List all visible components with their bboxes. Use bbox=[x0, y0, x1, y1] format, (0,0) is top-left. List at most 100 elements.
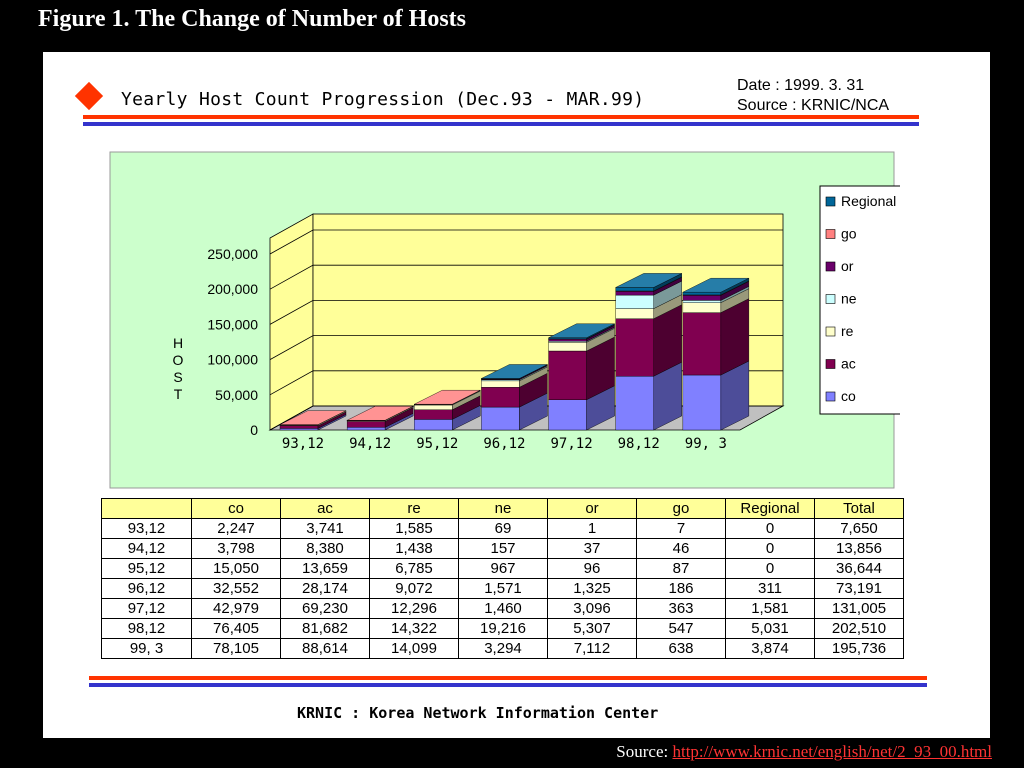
diamond-bullet-icon bbox=[74, 81, 104, 111]
table-header-cell: or bbox=[547, 498, 637, 519]
bar-segment-ac bbox=[279, 425, 319, 429]
meta-date: Date : 1999. 3. 31 bbox=[737, 77, 865, 94]
table-cell: 1,581 bbox=[725, 598, 815, 619]
bottom-rule-red bbox=[89, 676, 927, 680]
table-cell: 3,798 bbox=[191, 538, 281, 559]
bar-segment-ac bbox=[481, 387, 520, 408]
bar-top bbox=[279, 410, 347, 425]
host-count-table: co ac re ne or go Regional Total 93,12 2,247 3,741… bbox=[101, 498, 904, 659]
bar-segment-or bbox=[682, 295, 722, 301]
table-cell: 6,785 bbox=[369, 558, 459, 579]
table-cell: 14,322 bbox=[369, 618, 459, 639]
table-cell: 73,191 bbox=[814, 578, 904, 599]
table-cell: 7,112 bbox=[547, 638, 637, 659]
footer-text: KRNIC : Korea Network Information Center bbox=[297, 704, 659, 722]
x-tick-label: 94,12 bbox=[349, 436, 391, 452]
bar-segment-co bbox=[481, 406, 520, 431]
legend-label: re bbox=[841, 323, 854, 339]
x-tick-label: 96,12 bbox=[483, 436, 525, 452]
table-row-label: 96,12 bbox=[101, 578, 192, 599]
table-cell: 14,099 bbox=[369, 638, 459, 659]
table-cell: 131,005 bbox=[814, 598, 904, 619]
table-cell: 3,874 bbox=[725, 638, 815, 659]
table-cell: 36,644 bbox=[814, 558, 904, 579]
legend-label: co bbox=[841, 388, 856, 404]
table-cell: 37 bbox=[547, 538, 637, 559]
table-cell: 0 bbox=[725, 538, 815, 559]
legend-label: or bbox=[841, 258, 854, 274]
bar-segment-Regional bbox=[615, 287, 654, 292]
bar-segment-ac bbox=[414, 409, 453, 420]
table-row-label: 99, 3 bbox=[101, 638, 192, 659]
y-tick-label: 0 bbox=[250, 422, 258, 438]
table-cell: 19,216 bbox=[458, 618, 548, 639]
table-cell: 5,307 bbox=[547, 618, 637, 639]
bar-top bbox=[548, 323, 615, 338]
table-cell: 76,405 bbox=[191, 618, 281, 639]
table-row: 94,12 3,798 8,380 1,438 157 37 46 0 13,856 bbox=[101, 538, 904, 559]
table-cell: 638 bbox=[636, 638, 726, 659]
table-cell: 3,096 bbox=[547, 598, 637, 619]
bar-segment-co bbox=[682, 374, 722, 431]
x-tick-label: 98,12 bbox=[618, 436, 660, 452]
table-header-cell: co bbox=[191, 498, 281, 519]
y-tick-label: 150,000 bbox=[207, 316, 258, 332]
table-header-cell: ne bbox=[458, 498, 548, 519]
table-row-label: 93,12 bbox=[101, 518, 192, 539]
source-link[interactable]: http://www.krnic.net/english/net/2_93_00… bbox=[672, 742, 992, 761]
table-header-cell: ac bbox=[280, 498, 370, 519]
top-rule-blue bbox=[83, 122, 919, 126]
y-tick-label: 250,000 bbox=[207, 246, 258, 262]
bar-top bbox=[615, 273, 682, 288]
y-tick-label: 50,000 bbox=[215, 387, 258, 403]
table-cell: 0 bbox=[725, 558, 815, 579]
x-tick-label: 99, 3 bbox=[685, 436, 727, 452]
legend-swatch-re bbox=[825, 326, 836, 337]
bar-segment-ne bbox=[615, 294, 654, 309]
bar-segment-co bbox=[279, 428, 319, 431]
table-cell: 7,650 bbox=[814, 518, 904, 539]
x-tick-label: 93,12 bbox=[282, 436, 324, 452]
legend-swatch-ac bbox=[825, 359, 836, 369]
y-axis-label-letter: H bbox=[173, 335, 183, 351]
table-cell: 195,736 bbox=[814, 638, 904, 659]
table-header-row: co ac re ne or go Regional Total bbox=[101, 498, 904, 519]
table-cell: 87 bbox=[636, 558, 726, 579]
y-gridline bbox=[269, 229, 783, 255]
bar-segment-Regional bbox=[682, 292, 722, 296]
bar-segment-re bbox=[414, 404, 453, 410]
table-row: 95,12 15,050 13,659 6,785 967 96 87 0 36,644 bbox=[101, 558, 904, 579]
bar-segment-ne bbox=[682, 300, 722, 303]
table-cell: 42,979 bbox=[191, 598, 281, 619]
table-cell: 5,031 bbox=[725, 618, 815, 639]
table-cell: 3,294 bbox=[458, 638, 548, 659]
bar-segment-ac bbox=[682, 312, 722, 376]
y-axis-label-letter: O bbox=[173, 352, 184, 368]
bottom-rule-blue bbox=[89, 683, 927, 687]
bar-segment-co bbox=[548, 399, 587, 431]
table-cell: 13,856 bbox=[814, 538, 904, 559]
y-axis-label-letter: S bbox=[173, 369, 182, 385]
legend-swatch-or bbox=[825, 261, 836, 272]
bar-top bbox=[682, 278, 749, 293]
figure-panel: Yearly Host Count Progression (Dec.93 - … bbox=[43, 52, 990, 738]
table-cell: 1,585 bbox=[369, 518, 459, 539]
table-row: 98,12 76,405 81,682 14,322 19,216 5,307 547 5,0… bbox=[101, 618, 904, 639]
table-row-label: 97,12 bbox=[101, 598, 192, 619]
table-cell: 28,174 bbox=[280, 578, 370, 599]
bar-top bbox=[414, 390, 481, 405]
bar-segment-ac bbox=[346, 421, 386, 428]
table-cell: 13,659 bbox=[280, 558, 370, 579]
table-cell: 3,741 bbox=[280, 518, 370, 539]
table-cell: 12,296 bbox=[369, 598, 459, 619]
table-cell: 1,460 bbox=[458, 598, 548, 619]
table-cell: 96 bbox=[547, 558, 637, 579]
bar-segment-ac bbox=[615, 318, 654, 377]
table-cell: 46 bbox=[636, 538, 726, 559]
legend-swatch-co bbox=[825, 391, 836, 402]
table-row-label: 94,12 bbox=[101, 538, 192, 559]
bar-segment-re bbox=[615, 308, 654, 319]
table-header-cell: go bbox=[636, 498, 726, 519]
legend-label: ac bbox=[841, 356, 856, 372]
